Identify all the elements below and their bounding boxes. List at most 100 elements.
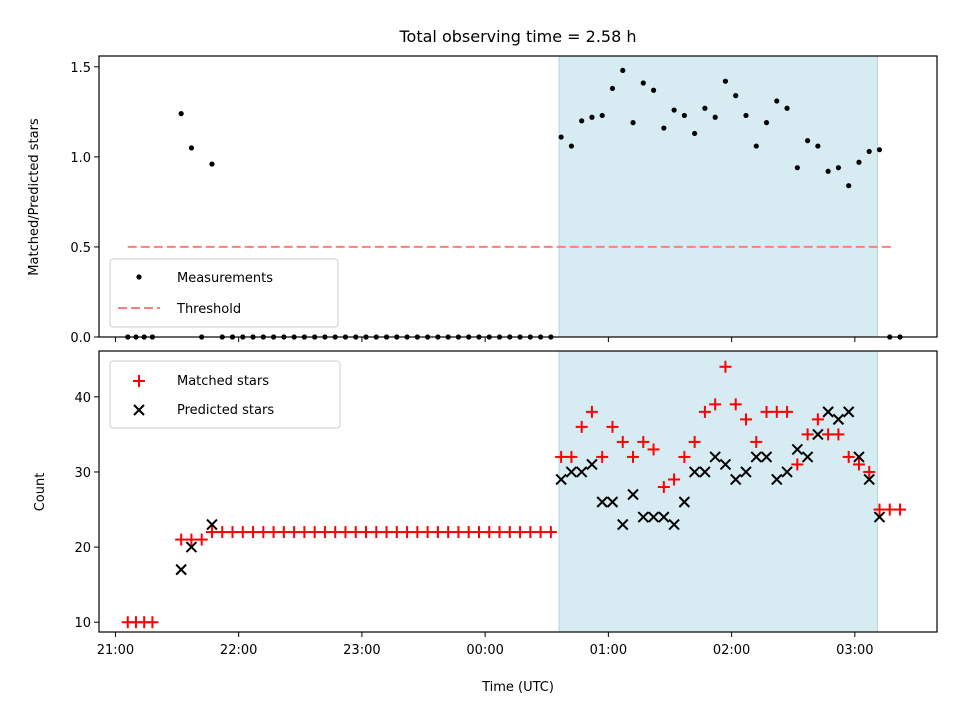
- predicted-star-point: [853, 451, 865, 463]
- matched-star-point: [472, 526, 485, 539]
- matched-star-point: [596, 450, 609, 463]
- measurement-point: [712, 114, 718, 120]
- y-tick-label: 1.0: [70, 151, 91, 166]
- matched-star-point: [750, 435, 763, 448]
- predicted-star-point: [175, 563, 187, 576]
- measurement-point: [805, 138, 811, 144]
- matched-star-point: [606, 420, 619, 433]
- matched-star-point: [247, 526, 260, 539]
- matched-star-point: [318, 526, 331, 539]
- matched-star-point: [205, 526, 218, 539]
- measurement-point: [794, 165, 800, 171]
- bottom-panel-frame: [98, 350, 938, 633]
- measurement-point: [815, 143, 821, 149]
- predicted-star-point: [206, 518, 218, 531]
- y-tick-label: 40: [74, 391, 91, 406]
- matched-star-point: [873, 503, 886, 516]
- matched-star-point: [390, 526, 403, 539]
- predicted-star-point: [750, 451, 762, 463]
- matched-star-point: [781, 405, 794, 418]
- matched-star-point: [668, 473, 681, 486]
- top-panel-legend: Measurements Threshold: [109, 258, 339, 328]
- matched-star-point: [483, 526, 496, 539]
- legend-predicted-marker: [133, 404, 145, 416]
- top-panel-x-ticks: [114, 337, 856, 342]
- x-tick-label: 00:00: [466, 643, 503, 658]
- matched-star-point: [360, 526, 373, 539]
- matched-star-point: [175, 533, 188, 546]
- predicted-star-point: [637, 511, 649, 523]
- measurement-point: [733, 93, 739, 99]
- matched-star-point: [146, 616, 159, 629]
- measurement-point: [188, 145, 195, 151]
- x-tick-label: 23:00: [343, 643, 380, 658]
- predicted-star-point: [688, 466, 701, 478]
- matched-star-point: [462, 526, 475, 539]
- predicted-star-point: [596, 496, 608, 508]
- predicted-star-point: [709, 451, 721, 463]
- matched-star-point: [565, 450, 578, 463]
- top-panel-shaded-region: [558, 55, 878, 338]
- matched-star-point: [514, 526, 527, 539]
- matched-star-point: [822, 428, 835, 441]
- y-tick-label: 0.0: [70, 331, 91, 346]
- x-tick-label: 21:00: [97, 643, 134, 658]
- matched-star-point: [709, 398, 722, 411]
- bottom-panel-legend: Matched stars Predicted stars: [109, 360, 341, 429]
- measurement-point: [650, 87, 657, 93]
- matched-star-point: [288, 526, 301, 539]
- predicted-star-point: [812, 428, 824, 441]
- bottom-panel-marks: [121, 360, 907, 629]
- predicted-star-point: [760, 451, 773, 463]
- legend-threshold-label: Threshold: [176, 302, 241, 317]
- predicted-star-point: [863, 473, 875, 486]
- measurement-point: [753, 143, 759, 149]
- matched-star-point: [226, 526, 239, 539]
- predicted-star-point: [627, 488, 639, 501]
- bottom-panel-shaded-region: [558, 350, 878, 633]
- predicted-star-point: [565, 466, 578, 478]
- matched-star-point: [698, 405, 711, 418]
- y-tick-label: 0.5: [70, 241, 91, 256]
- predicted-star-point: [185, 541, 198, 553]
- legend-predicted-label: Predicted stars: [177, 403, 274, 418]
- measurement-point: [558, 134, 564, 140]
- predicted-star-point: [730, 473, 742, 486]
- measurement-point: [609, 85, 616, 92]
- predicted-star-point: [842, 406, 855, 418]
- matched-star-point: [431, 526, 444, 539]
- matched-star-point: [627, 450, 640, 463]
- predicted-star-point: [658, 511, 670, 523]
- matched-star-point: [349, 526, 362, 539]
- measurement-point: [568, 143, 575, 149]
- matched-star-point: [493, 526, 506, 539]
- matched-star-point: [811, 413, 824, 426]
- matched-star-point: [791, 458, 804, 471]
- top-panel-y-ticks: 0.0 0.5 1.0 1.5: [70, 61, 99, 346]
- measurement-point: [640, 80, 646, 86]
- matched-star-point: [195, 533, 208, 546]
- predicted-star-point: [791, 443, 804, 456]
- measurement-point: [835, 165, 842, 171]
- matched-star-point: [842, 450, 855, 463]
- bottom-panel: 10 20 30 40 21:00 22:00 23:00 00:00 01:00 02:00 0…: [33, 350, 938, 658]
- y-tick-label: 10: [74, 616, 91, 631]
- matched-star-point: [452, 526, 465, 539]
- matched-star-point: [616, 435, 629, 448]
- measurement-point: [856, 159, 862, 165]
- predicted-star-point: [617, 518, 629, 531]
- measurement-point: [876, 147, 883, 153]
- measurement-point: [681, 112, 687, 119]
- matched-star-point: [770, 405, 783, 418]
- predicted-star-point: [801, 451, 814, 463]
- matched-star-point: [524, 526, 537, 539]
- matched-star-point: [585, 405, 598, 418]
- measurement-point: [661, 125, 667, 131]
- measurement-point: [589, 114, 595, 120]
- x-tick-label: 03:00: [836, 643, 873, 658]
- matched-star-point: [894, 503, 907, 516]
- matched-star-point: [688, 435, 701, 448]
- predicted-star-point: [771, 473, 783, 486]
- measurement-point: [763, 120, 770, 126]
- matched-star-point: [863, 465, 876, 478]
